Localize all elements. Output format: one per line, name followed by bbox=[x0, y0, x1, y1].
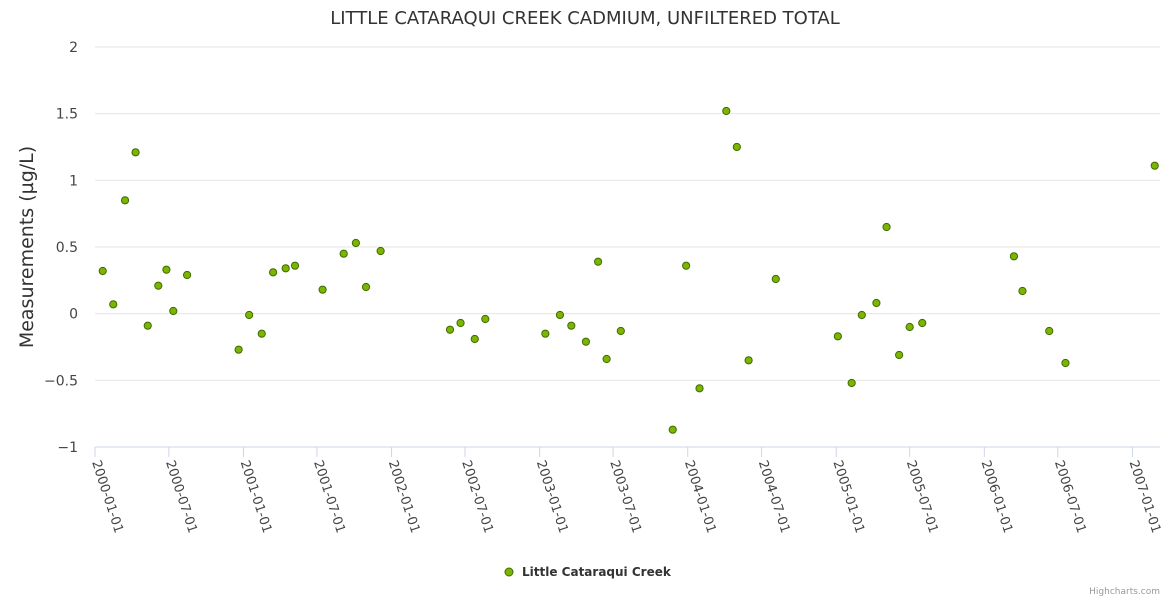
x-tick-label: 2004-07-01 bbox=[755, 459, 793, 535]
data-point[interactable] bbox=[456, 318, 465, 328]
data-point[interactable] bbox=[1009, 252, 1019, 261]
y-axis-title: Measurements (µg/L) bbox=[16, 146, 38, 348]
data-point[interactable] bbox=[234, 345, 243, 354]
data-point[interactable] bbox=[182, 270, 192, 280]
data-point[interactable] bbox=[882, 222, 891, 232]
data-point[interactable] bbox=[895, 350, 904, 360]
data-point[interactable] bbox=[481, 314, 490, 324]
data-point[interactable] bbox=[143, 321, 152, 330]
data-point[interactable] bbox=[905, 322, 914, 332]
data-point[interactable] bbox=[339, 249, 348, 258]
x-tick-label: 2004-01-01 bbox=[681, 459, 719, 535]
grid-lines bbox=[95, 46, 1160, 381]
x-tick-label: 2006-07-01 bbox=[1051, 459, 1089, 535]
x-tick-label: 2006-01-01 bbox=[978, 459, 1016, 535]
data-point[interactable] bbox=[154, 281, 163, 290]
x-tick-label: 2001-07-01 bbox=[310, 459, 348, 535]
x-tick-label: 2001-01-01 bbox=[237, 459, 275, 535]
data-point[interactable] bbox=[744, 356, 753, 365]
y-tick-label: 1.5 bbox=[56, 107, 78, 123]
y-axis-tick-labels: 2 1.5 1 0.5 0 −0.5 −1 bbox=[44, 40, 78, 456]
x-tick-label: 2003-07-01 bbox=[606, 459, 644, 535]
y-tick-label: −1 bbox=[57, 440, 78, 456]
x-tick-label: 2000-07-01 bbox=[162, 459, 200, 535]
legend-marker[interactable] bbox=[504, 567, 514, 577]
x-axis-ticks: 2000-01-01 2000-07-01 2001-01-01 2001-07-01… bbox=[88, 447, 1163, 535]
chart-title: LITTLE CATARAQUI CREEK CADMIUM, UNFILTER… bbox=[330, 8, 840, 29]
data-point[interactable] bbox=[109, 300, 118, 309]
data-point[interactable] bbox=[695, 384, 704, 393]
legend[interactable]: Little Cataraqui Creek bbox=[504, 565, 672, 579]
data-point[interactable] bbox=[169, 306, 178, 316]
data-point[interactable] bbox=[98, 266, 107, 276]
data-point[interactable] bbox=[376, 246, 385, 256]
x-tick-label: 2007-01-01 bbox=[1126, 459, 1164, 535]
data-point[interactable] bbox=[318, 285, 327, 294]
y-tick-label: 1 bbox=[69, 173, 78, 189]
data-point[interactable] bbox=[567, 321, 576, 330]
data-point[interactable] bbox=[732, 142, 741, 152]
x-tick-label: 2005-01-01 bbox=[829, 459, 867, 535]
data-point[interactable] bbox=[1061, 358, 1070, 368]
data-point[interactable] bbox=[668, 425, 677, 434]
data-point[interactable] bbox=[602, 354, 611, 364]
data-point[interactable] bbox=[245, 310, 254, 320]
data-point[interactable] bbox=[1045, 326, 1054, 336]
x-tick-label: 2000-01-01 bbox=[88, 459, 126, 535]
data-point[interactable] bbox=[1018, 286, 1027, 296]
data-point[interactable] bbox=[470, 334, 479, 344]
y-tick-label: 2 bbox=[69, 40, 78, 56]
data-point[interactable] bbox=[847, 378, 856, 388]
x-tick-label: 2002-01-01 bbox=[385, 459, 423, 535]
data-point[interactable] bbox=[616, 326, 625, 336]
data-point[interactable] bbox=[1150, 161, 1159, 170]
data-point[interactable] bbox=[857, 310, 866, 320]
data-point[interactable] bbox=[771, 274, 780, 284]
x-tick-label: 2003-01-01 bbox=[533, 459, 571, 535]
data-point[interactable] bbox=[162, 265, 171, 274]
y-tick-label: 0 bbox=[69, 307, 78, 323]
data-point[interactable] bbox=[269, 268, 278, 277]
data-point[interactable] bbox=[722, 106, 731, 116]
data-point[interactable] bbox=[120, 196, 130, 205]
data-point[interactable] bbox=[290, 261, 300, 270]
data-point[interactable] bbox=[257, 329, 266, 338]
data-point[interactable] bbox=[445, 325, 455, 334]
x-tick-label: 2005-07-01 bbox=[903, 459, 941, 535]
data-point[interactable] bbox=[581, 337, 591, 346]
data-point[interactable] bbox=[593, 257, 603, 266]
data-point[interactable] bbox=[541, 329, 550, 338]
data-point[interactable] bbox=[555, 310, 565, 320]
series-points bbox=[98, 106, 1159, 434]
credits-link[interactable]: Highcharts.com bbox=[1089, 587, 1160, 597]
data-point[interactable] bbox=[281, 264, 290, 273]
legend-label[interactable]: Little Cataraqui Creek bbox=[522, 565, 672, 579]
data-point[interactable] bbox=[872, 298, 881, 308]
data-point[interactable] bbox=[833, 332, 842, 341]
data-point[interactable] bbox=[131, 148, 140, 157]
y-tick-label: 0.5 bbox=[56, 240, 78, 256]
x-tick-label: 2002-07-01 bbox=[458, 459, 496, 535]
data-point[interactable] bbox=[682, 261, 691, 270]
data-point[interactable] bbox=[351, 238, 360, 248]
data-point[interactable] bbox=[918, 318, 927, 328]
y-tick-label: −0.5 bbox=[44, 373, 78, 389]
data-point[interactable] bbox=[361, 282, 371, 292]
